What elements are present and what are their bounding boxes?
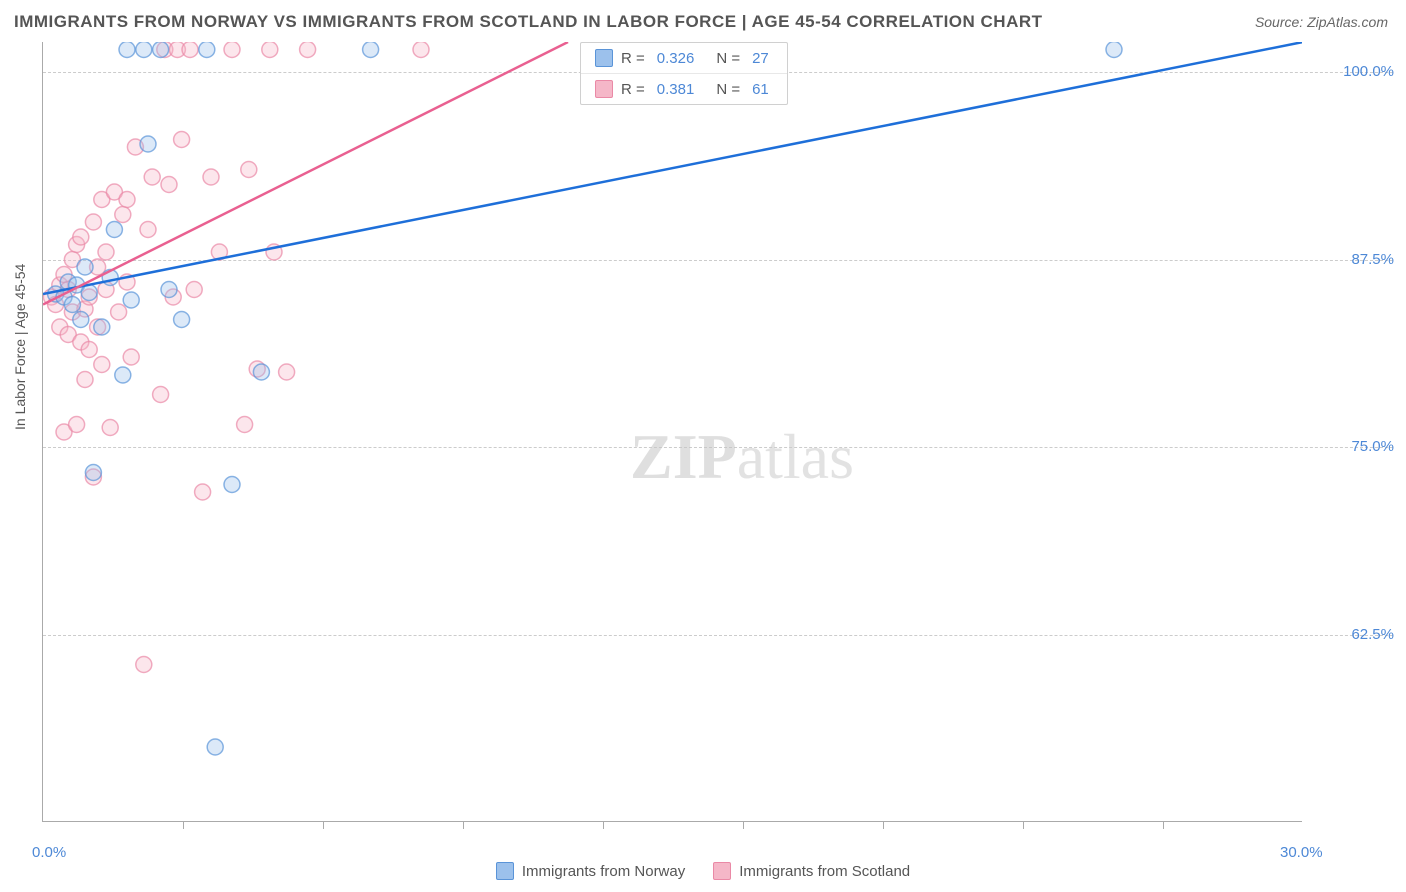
scatter-point (73, 312, 89, 328)
legend-r-label: R = (621, 81, 645, 98)
scatter-point (253, 364, 269, 380)
x-tick (463, 821, 464, 829)
scatter-point (300, 42, 316, 58)
scatter-point (174, 312, 190, 328)
trend-line (43, 42, 568, 305)
scatter-point (161, 177, 177, 193)
scatter-point (186, 282, 202, 298)
scatter-point (123, 349, 139, 365)
legend-r-label: R = (621, 50, 645, 67)
scatter-point (106, 222, 122, 238)
scatter-point (119, 42, 135, 58)
scatter-point (413, 42, 429, 58)
y-tick-label: 62.5% (1324, 626, 1394, 643)
scatter-point (123, 292, 139, 308)
scatter-point (98, 244, 114, 260)
scatter-point (115, 367, 131, 383)
scatter-point (136, 42, 152, 58)
x-tick (323, 821, 324, 829)
legend-bottom: Immigrants from Norway Immigrants from Sc… (0, 862, 1406, 884)
scatter-point (115, 207, 131, 223)
scatter-point (224, 477, 240, 493)
scatter-point (195, 484, 211, 500)
scatter-point (237, 417, 253, 433)
scatter-point (1106, 42, 1122, 58)
scatter-point (111, 304, 127, 320)
x-tick (1163, 821, 1164, 829)
scatter-point (77, 372, 93, 388)
scatter-point (69, 417, 85, 433)
x-tick (1023, 821, 1024, 829)
scatter-point (64, 297, 80, 313)
scatter-point (73, 229, 89, 245)
scatter-point (224, 42, 240, 58)
y-tick-label: 75.0% (1324, 438, 1394, 455)
scatter-point (85, 214, 101, 230)
scatter-point (203, 169, 219, 185)
y-tick-label: 87.5% (1324, 251, 1394, 268)
scatter-point (140, 136, 156, 152)
legend-top-row: R = 0.326 N = 27 (581, 43, 787, 73)
scatter-point (207, 739, 223, 755)
scatter-point (161, 282, 177, 298)
legend-top: R = 0.326 N = 27 R = 0.381 N = 61 (580, 42, 788, 105)
legend-r-value: 0.326 (657, 50, 695, 67)
legend-swatch (496, 862, 514, 880)
scatter-point (199, 42, 215, 58)
scatter-point (174, 132, 190, 148)
scatter-point (77, 259, 93, 275)
legend-n-label: N = (716, 81, 740, 98)
legend-bottom-item: Immigrants from Scotland (713, 862, 910, 880)
legend-swatch (595, 49, 613, 67)
scatter-point (279, 364, 295, 380)
scatter-point (102, 420, 118, 436)
scatter-point (144, 169, 160, 185)
scatter-point (363, 42, 379, 58)
legend-top-row: R = 0.381 N = 61 (581, 73, 787, 104)
scatter-point (153, 387, 169, 403)
legend-swatch (595, 80, 613, 98)
y-axis-title: In Labor Force | Age 45-54 (12, 264, 28, 430)
x-tick (603, 821, 604, 829)
legend-n-label: N = (716, 50, 740, 67)
x-tick (743, 821, 744, 829)
scatter-point (140, 222, 156, 238)
chart-title: IMMIGRANTS FROM NORWAY VS IMMIGRANTS FRO… (14, 12, 1043, 32)
chart-svg (43, 42, 1302, 821)
scatter-point (85, 465, 101, 481)
scatter-point (182, 42, 198, 58)
scatter-point (81, 342, 97, 358)
legend-r-value: 0.381 (657, 81, 695, 98)
scatter-point (241, 162, 257, 178)
scatter-point (94, 319, 110, 335)
legend-n-value: 27 (752, 50, 769, 67)
legend-series-name: Immigrants from Norway (522, 863, 685, 880)
plot-area (42, 42, 1302, 822)
source-label: Source: ZipAtlas.com (1255, 14, 1388, 30)
legend-series-name: Immigrants from Scotland (739, 863, 910, 880)
scatter-point (136, 657, 152, 673)
x-tick-label: 0.0% (32, 844, 66, 861)
y-tick-label: 100.0% (1324, 63, 1394, 80)
legend-swatch (713, 862, 731, 880)
scatter-point (262, 42, 278, 58)
x-tick (883, 821, 884, 829)
legend-bottom-item: Immigrants from Norway (496, 862, 685, 880)
scatter-point (153, 42, 169, 58)
scatter-point (94, 357, 110, 373)
legend-n-value: 61 (752, 81, 769, 98)
x-tick (183, 821, 184, 829)
x-tick-label: 30.0% (1280, 844, 1323, 861)
scatter-point (119, 192, 135, 208)
